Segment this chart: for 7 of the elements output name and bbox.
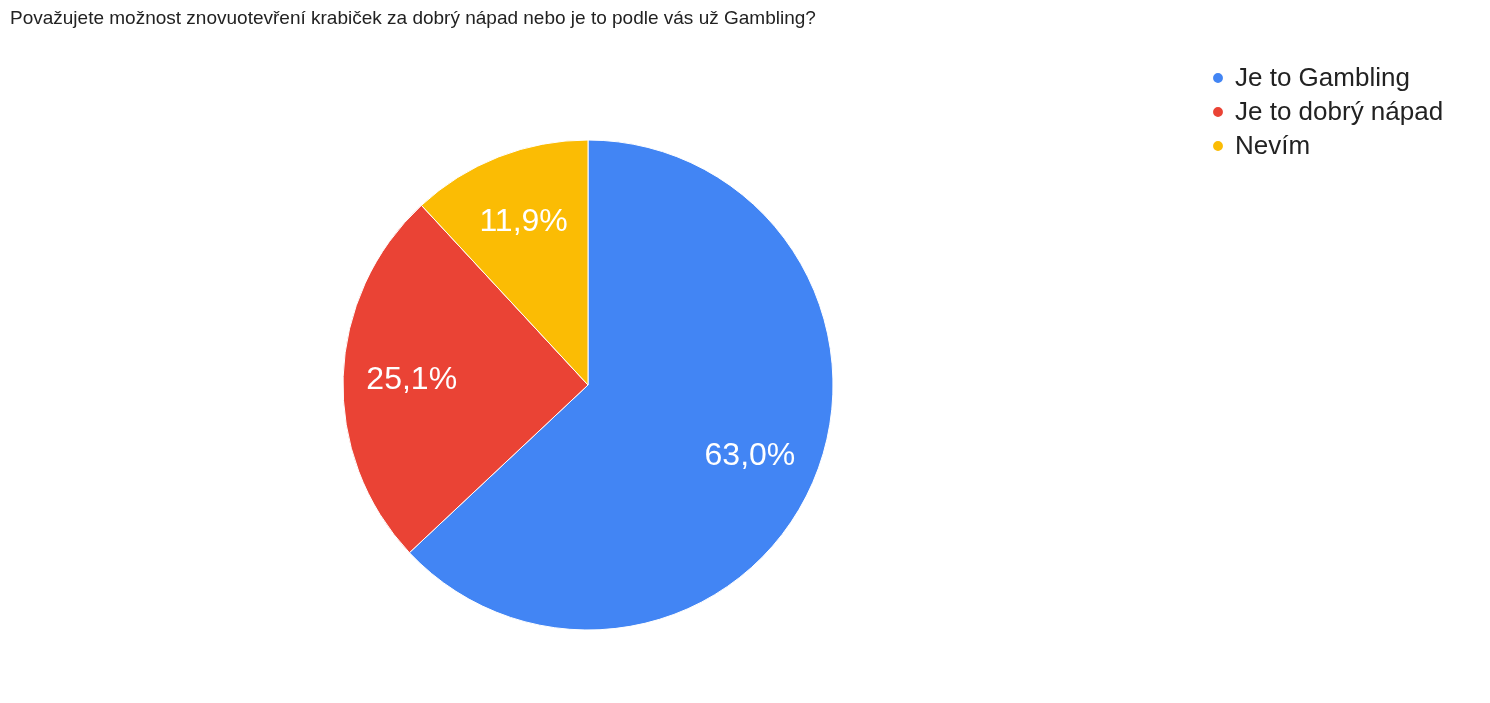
data-label: 63,0% <box>704 436 796 473</box>
data-label: 25,1% <box>366 359 458 396</box>
chart-title: Považujete možnost znovuotevření krabiček za dobrý nápad nebo je to podle vás už Gambling? <box>10 7 816 28</box>
legend-label: Je to Gambling <box>1235 62 1410 92</box>
legend-label: Nevím <box>1235 130 1311 160</box>
data-label: 11,9% <box>479 201 568 238</box>
legend-label: Je to dobrý nápad <box>1235 96 1444 126</box>
